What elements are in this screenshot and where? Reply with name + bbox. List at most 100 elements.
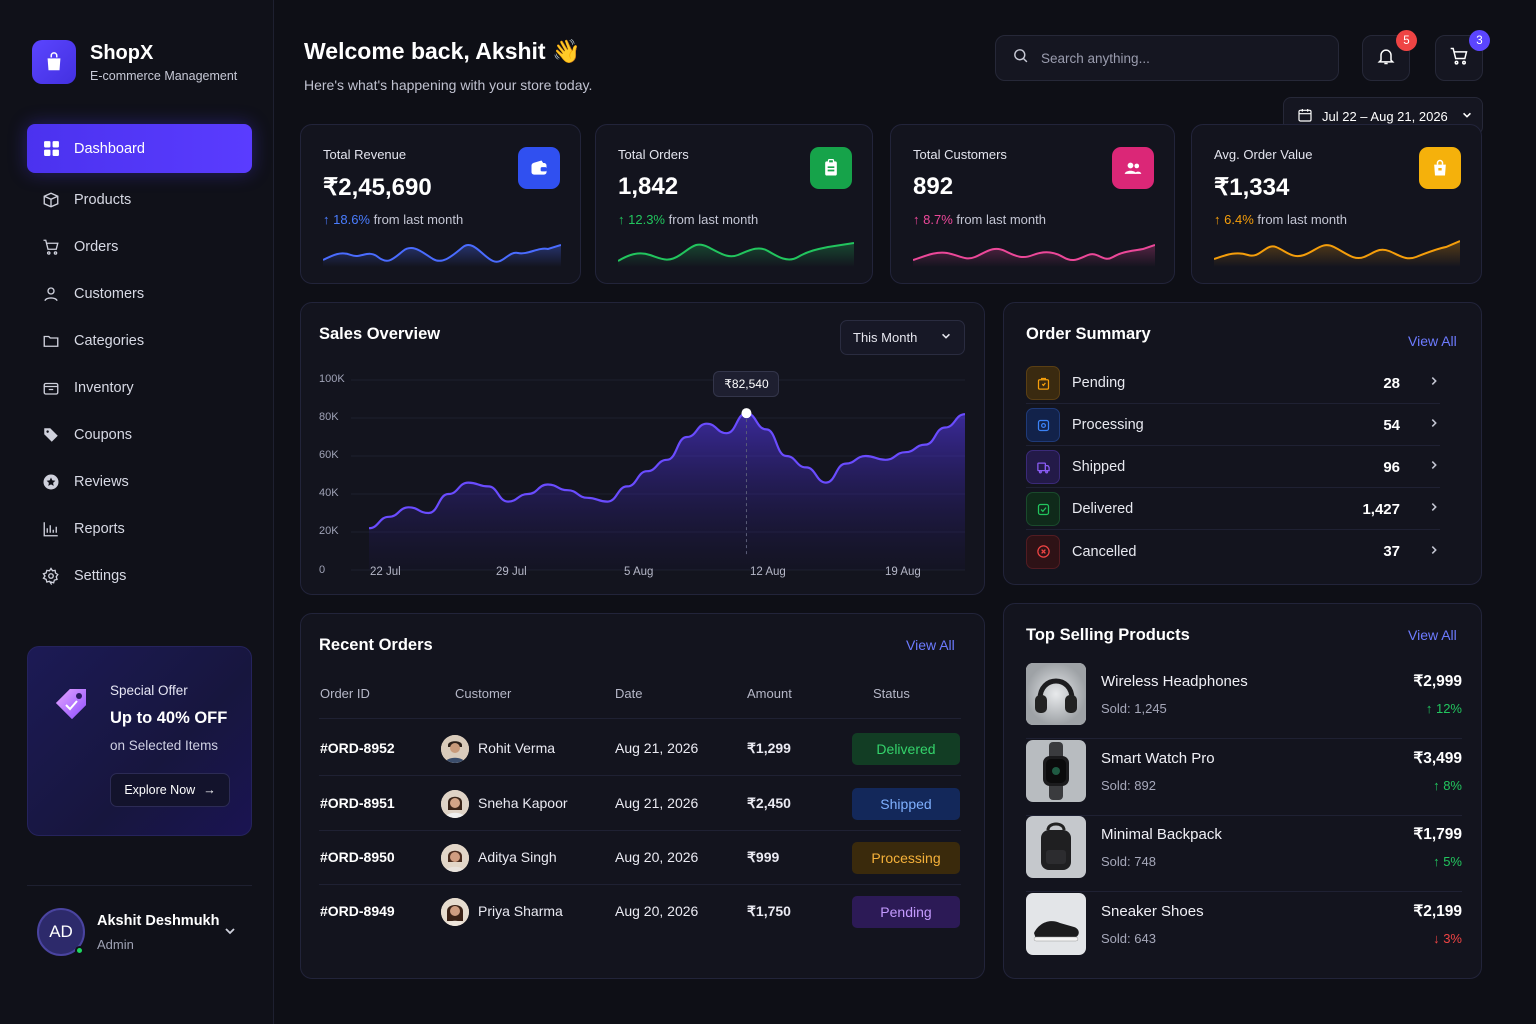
stat-card-customers[interactable]: Total Customers 892 ↑ 8.7% from last mon…	[890, 124, 1175, 284]
product-row[interactable]: Minimal Backpack Sold: 748 ₹1,799 ↑ 5%	[1026, 816, 1462, 892]
chevron-right-icon	[1428, 500, 1440, 518]
avatar	[441, 790, 469, 818]
stat-change: ↑ 6.4% from last month	[1214, 212, 1347, 227]
sidebar: ShopX E-commerce Management Dashboard Pr…	[0, 0, 274, 1024]
top-products-view-all-link[interactable]: View All	[1408, 627, 1457, 643]
stat-card-orders[interactable]: Total Orders 1,842 ↑ 12.3% from last mon…	[595, 124, 873, 284]
sidebar-item-orders[interactable]: Orders	[27, 223, 252, 270]
order-id[interactable]: #ORD-8951	[320, 795, 395, 811]
y-tick-label: 80K	[319, 411, 339, 423]
sidebar-item-customers[interactable]: Customers	[27, 270, 252, 317]
x-tick-label: 29 Jul	[496, 566, 527, 578]
order-summary-row-delivered[interactable]: Delivered 1,427	[1026, 489, 1440, 530]
y-tick-label: 20K	[319, 525, 339, 537]
sidebar-item-settings[interactable]: Settings	[27, 552, 252, 599]
product-row[interactable]: Wireless Headphones Sold: 1,245 ₹2,999 ↑…	[1026, 663, 1462, 739]
order-id[interactable]: #ORD-8949	[320, 903, 395, 919]
order-status-label: Pending	[1072, 375, 1126, 391]
sales-area-fill	[369, 413, 965, 570]
order-id[interactable]: #ORD-8952	[320, 740, 395, 756]
order-id[interactable]: #ORD-8950	[320, 849, 395, 865]
stat-card-avg-order[interactable]: Avg. Order Value ₹1,334 ↑ 6.4% from last…	[1191, 124, 1482, 284]
order-summary-row-pending[interactable]: Pending 28	[1026, 363, 1440, 404]
chevron-down-icon	[1461, 109, 1473, 124]
status-badge: Shipped	[852, 788, 960, 820]
product-sold: Sold: 643	[1101, 931, 1156, 946]
sidebar-item-inventory[interactable]: Inventory	[27, 364, 252, 411]
tag-icon	[42, 426, 60, 444]
cart-button[interactable]: 3	[1435, 30, 1490, 81]
column-header[interactable]: Customer	[455, 686, 512, 701]
stat-card-revenue[interactable]: Total Revenue ₹2,45,690 ↑ 18.6% from las…	[300, 124, 581, 284]
product-price: ₹1,799	[1413, 826, 1462, 843]
status-badge: Pending	[852, 896, 960, 928]
delivered-icon	[1026, 492, 1060, 526]
chart-tooltip: ₹82,540	[713, 371, 780, 398]
sidebar-item-categories[interactable]: Categories	[27, 317, 252, 364]
stat-change-text: from last month	[956, 212, 1046, 227]
product-sold: Sold: 748	[1101, 854, 1156, 869]
order-summary-row-shipped[interactable]: Shipped 96	[1026, 447, 1440, 488]
sidebar-item-coupons[interactable]: Coupons	[27, 411, 252, 458]
order-summary-row-processing[interactable]: Processing 54	[1026, 405, 1440, 446]
period-select[interactable]: This Month	[840, 320, 965, 355]
table-row[interactable]: #ORD-8950 Aditya Singh Aug 20, 2026 ₹999…	[319, 831, 961, 885]
bell-icon	[1376, 46, 1396, 71]
customer-name: Sneha Kapoor	[478, 795, 568, 811]
stat-change-value: 12.3%	[628, 212, 665, 227]
table-row[interactable]: #ORD-8952 Rohit Verma Aug 21, 2026 ₹1,29…	[319, 722, 961, 776]
sidebar-item-dashboard[interactable]: Dashboard	[27, 124, 252, 173]
order-summary-view-all-link[interactable]: View All	[1408, 333, 1457, 349]
search-bar[interactable]	[995, 35, 1339, 81]
page-title: Welcome back, Akshit 👋	[304, 38, 581, 64]
explore-now-button[interactable]: Explore Now →	[110, 773, 230, 807]
stat-value: 892	[913, 173, 954, 200]
y-tick-label: 60K	[319, 449, 339, 461]
user-profile[interactable]: AD Akshit Deshmukh Admin	[27, 885, 252, 975]
chevron-down-icon	[940, 330, 952, 345]
customer-name: Rohit Verma	[478, 740, 556, 756]
order-status-count: 54	[1383, 416, 1400, 434]
table-row[interactable]: #ORD-8951 Sneha Kapoor Aug 21, 2026 ₹2,4…	[319, 777, 961, 831]
recent-orders-panel: Recent Orders View All Order ID Customer…	[300, 613, 985, 979]
sidebar-item-label: Inventory	[74, 379, 134, 396]
product-row[interactable]: Sneaker Shoes Sold: 643 ₹2,199 ↓ 3%	[1026, 893, 1462, 969]
avatar	[441, 735, 469, 763]
product-row[interactable]: Smart Watch Pro Sold: 892 ₹3,499 ↑ 8%	[1026, 740, 1462, 816]
sidebar-item-products[interactable]: Products	[27, 176, 252, 223]
order-summary-row-cancelled[interactable]: Cancelled 37	[1026, 531, 1440, 572]
sidebar-item-reviews[interactable]: Reviews	[27, 458, 252, 505]
sidebar-item-reports[interactable]: Reports	[27, 505, 252, 552]
cart-badge: 3	[1469, 30, 1490, 51]
order-amount: ₹2,450	[747, 795, 791, 811]
promo-title: Special Offer	[110, 683, 188, 698]
tooltip-point[interactable]	[741, 408, 752, 419]
sidebar-nav: Dashboard Products Orders Customers Cate…	[27, 124, 252, 599]
search-input[interactable]	[1041, 50, 1321, 66]
recent-orders-view-all-link[interactable]: View All	[906, 637, 955, 653]
cart-icon	[1449, 46, 1469, 71]
brand-logo[interactable]: ShopX E-commerce Management	[32, 40, 237, 84]
column-header[interactable]: Order ID	[320, 686, 370, 701]
column-header[interactable]: Amount	[747, 686, 792, 701]
chevron-down-icon[interactable]	[223, 924, 237, 943]
sales-line	[368, 412, 966, 530]
stat-label: Avg. Order Value	[1214, 147, 1313, 162]
explore-now-label: Explore Now	[124, 783, 196, 797]
calendar-icon	[1297, 107, 1313, 126]
stat-change-value: 18.6%	[333, 212, 370, 227]
column-header[interactable]: Status	[873, 686, 910, 701]
chevron-right-icon	[1428, 458, 1440, 476]
order-status-label: Cancelled	[1072, 543, 1137, 560]
user-icon	[42, 285, 60, 303]
y-tick-label: 0	[319, 564, 326, 576]
table-row[interactable]: #ORD-8949 Priya Sharma Aug 20, 2026 ₹1,7…	[319, 885, 961, 939]
notifications-button[interactable]: 5	[1362, 30, 1417, 81]
product-change: ↓ 3%	[1433, 931, 1462, 946]
sidebar-item-label: Reviews	[74, 473, 129, 490]
sales-area-chart[interactable]	[301, 303, 986, 596]
orders-sparkline	[618, 242, 854, 267]
column-header[interactable]: Date	[615, 686, 643, 701]
order-status-count: 96	[1383, 458, 1400, 476]
chevron-right-icon	[1428, 543, 1440, 561]
